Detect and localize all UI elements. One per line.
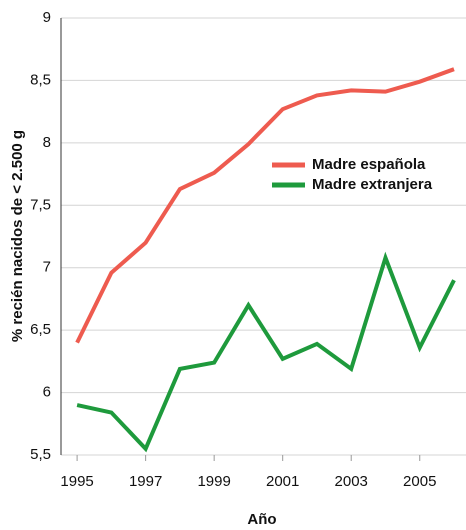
- y-tick-label: 7: [43, 259, 51, 276]
- x-tick-label: 2001: [266, 473, 299, 490]
- x-tick-label: 1997: [129, 473, 162, 490]
- series-line: [75, 67, 455, 344]
- x-tick-label: 2003: [335, 473, 368, 490]
- legend-label: Madre española: [312, 156, 426, 173]
- y-tick-label: 5,5: [30, 446, 51, 463]
- legend-label: Madre extranjera: [312, 176, 433, 193]
- x-tick-label: 1995: [60, 473, 93, 490]
- y-tick-label: 6,5: [30, 321, 51, 338]
- y-tick-label: 9: [43, 9, 51, 26]
- x-tick-label: 1999: [197, 473, 230, 490]
- y-axis-label: % recién nacidos de < 2.500 g: [9, 130, 26, 342]
- y-tick-label: 7,5: [30, 196, 51, 213]
- y-tick-label: 8,5: [30, 71, 51, 88]
- series-line: [76, 251, 456, 453]
- x-tick-label: 2005: [403, 473, 436, 490]
- x-axis-label: Año: [247, 511, 276, 528]
- y-tick-label: 8: [43, 134, 51, 151]
- y-tick-label: 6: [43, 384, 51, 401]
